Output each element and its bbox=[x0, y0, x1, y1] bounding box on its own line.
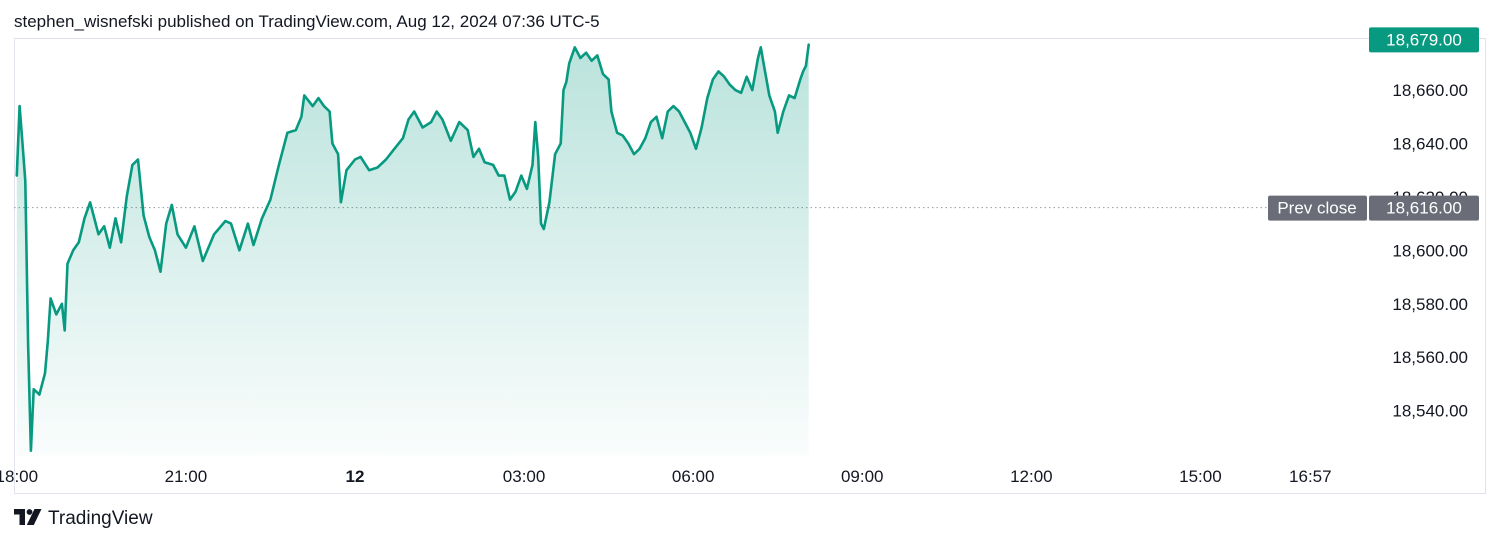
brand-name: TradingView bbox=[48, 508, 153, 529]
x-tick-label: 21:00 bbox=[165, 467, 208, 486]
prev-close-caption: Prev close bbox=[1277, 199, 1356, 218]
y-tick-label: 18,580.00 bbox=[1392, 295, 1468, 314]
y-tick-label: 18,540.00 bbox=[1392, 402, 1468, 421]
prev-close-value-label: 18,616.00 bbox=[1386, 199, 1462, 218]
y-tick-label: 18,560.00 bbox=[1392, 348, 1468, 367]
x-tick-label: 15:00 bbox=[1179, 467, 1222, 486]
y-tick-label: 18,660.00 bbox=[1392, 81, 1468, 100]
chart-frame bbox=[14, 38, 1486, 494]
x-tick-label: 12:00 bbox=[1010, 467, 1053, 486]
y-tick-label: 18,640.00 bbox=[1392, 135, 1468, 154]
x-tick-label: 12 bbox=[346, 467, 365, 486]
price-area-fill bbox=[16, 44, 809, 456]
prev-close-badge: Prev close 18,616.00 bbox=[1268, 195, 1479, 221]
x-tick-label: 18:00 bbox=[0, 467, 38, 486]
tradingview-logo-icon bbox=[14, 508, 42, 530]
x-tick-label: 03:00 bbox=[503, 467, 546, 486]
x-tick-label: 16:57 bbox=[1289, 467, 1332, 486]
last-price-badge-bg bbox=[1369, 27, 1479, 53]
price-line[interactable] bbox=[15, 43, 810, 452]
footer-brand[interactable]: TradingView bbox=[14, 508, 153, 530]
x-axis: 18:00 21:00 12 03:00 06:00 09:00 12:00 15:00 16:… bbox=[0, 467, 1332, 486]
last-price-label: 18,679.00 bbox=[1386, 30, 1462, 49]
y-axis: 18,540.00 18,560.00 18,580.00 18,600.00 18,6… bbox=[1392, 81, 1468, 421]
prev-close-caption-bg bbox=[1268, 195, 1367, 221]
attribution-text: stephen_wisnefski published on TradingVi… bbox=[14, 12, 600, 31]
last-price-badge: 18,679.00 bbox=[1369, 27, 1479, 53]
y-tick-label: 18,600.00 bbox=[1392, 241, 1468, 260]
x-tick-label: 06:00 bbox=[672, 467, 715, 486]
x-tick-label: 09:00 bbox=[841, 467, 884, 486]
prev-close-value-bg bbox=[1369, 195, 1479, 221]
